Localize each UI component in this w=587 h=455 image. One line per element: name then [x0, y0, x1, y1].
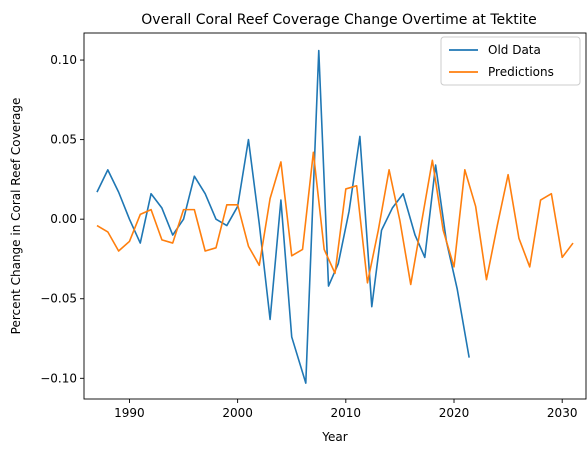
y-tick-label: 0.05	[50, 133, 77, 147]
legend-label-old-data: Old Data	[488, 43, 541, 57]
x-tick-label: 2030	[547, 406, 578, 420]
legend-label-predictions: Predictions	[488, 65, 554, 79]
x-tick-label: 2000	[222, 406, 253, 420]
y-tick-label: −0.10	[40, 371, 77, 385]
chart-title: Overall Coral Reef Coverage Change Overt…	[141, 12, 536, 28]
series-line-old-data	[96, 49, 470, 384]
legend: Old Data Predictions	[440, 36, 581, 86]
x-tick-label: 2010	[331, 406, 362, 420]
plot-area-frame	[84, 33, 586, 399]
x-tick-label: 1990	[114, 406, 145, 420]
plot-area-border	[83, 32, 587, 400]
x-axis-label: Year	[321, 430, 347, 444]
x-tick-label: 2020	[439, 406, 470, 420]
y-axis-label: Percent Change in Coral Reef Coverage	[9, 98, 23, 335]
y-tick-label: 0.00	[50, 212, 77, 226]
y-tick-label: 0.10	[50, 53, 77, 67]
series-line-predictions	[96, 151, 574, 286]
legend-box	[440, 36, 581, 86]
y-tick-label: −0.05	[40, 292, 77, 306]
x-axis-ticks: 1990 2000 2010 2020 2030	[114, 399, 577, 420]
y-axis-ticks: −0.10 −0.05 0.00 0.05 0.10	[40, 53, 84, 385]
series-layer	[96, 49, 574, 384]
